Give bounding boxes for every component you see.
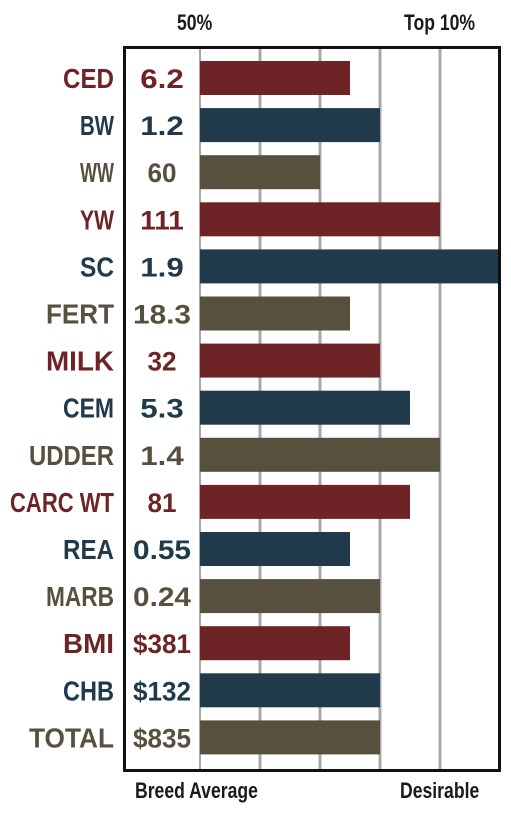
- value-label: 0.55: [133, 535, 191, 565]
- value-label: $132: [133, 676, 191, 706]
- value-label: 1.2: [140, 111, 184, 141]
- value-label: $835: [133, 723, 191, 753]
- trait-label: FERT: [46, 299, 114, 330]
- value-label: 32: [148, 347, 177, 377]
- bar-ww: [200, 155, 320, 190]
- trait-label: BW: [80, 110, 114, 141]
- trait-label: REA: [63, 534, 114, 565]
- trait-label: SC: [80, 251, 114, 282]
- footer-desirable: Desirable: [400, 778, 480, 803]
- bar-cem: [200, 390, 410, 425]
- chart-frame: [123, 46, 501, 772]
- bar-milk: [200, 343, 380, 378]
- header-50-percent: 50%: [177, 10, 213, 35]
- value-label: 111: [140, 205, 184, 235]
- value-label: 5.3: [140, 394, 184, 424]
- trait-labels: CED BW WW YW SC FERT MILK CEM UDDER CARC WT REA MAR…: [10, 63, 114, 753]
- trait-label: MARB: [46, 581, 114, 612]
- trait-label: WW: [80, 157, 114, 188]
- value-label: 18.3: [133, 300, 191, 330]
- bar-fert: [200, 296, 350, 331]
- value-label: 81: [148, 488, 177, 518]
- trait-label: YW: [80, 204, 114, 235]
- header-top-10-percent: Top 10%: [404, 10, 476, 35]
- bar-bw: [200, 108, 380, 143]
- trait-label: MILK: [46, 346, 114, 377]
- bars: [200, 61, 500, 755]
- bar-udder: [200, 437, 440, 472]
- bar-total: [200, 720, 380, 755]
- value-label: 0.24: [133, 582, 191, 612]
- bar-carc-wt: [200, 484, 410, 519]
- bar-rea: [200, 532, 350, 566]
- trait-label: CEM: [63, 393, 114, 424]
- trait-label: CED: [63, 63, 114, 94]
- trait-label: TOTAL: [29, 722, 114, 753]
- trait-label: CARC WT: [10, 487, 114, 518]
- value-label: 1.9: [140, 252, 184, 282]
- bar-bmi: [200, 626, 350, 661]
- value-label: 60: [148, 158, 177, 188]
- trait-label: CHB: [63, 675, 114, 706]
- footer-breed-average: Breed Average: [135, 778, 258, 803]
- trait-label: BMI: [63, 628, 114, 659]
- bar-sc: [200, 249, 500, 284]
- value-label: 6.2: [140, 64, 184, 94]
- value-labels: 6.2 1.2 60 111 1.9 18.3 32 5.3 1.4 81 0.55 0.24 $381…: [133, 64, 191, 753]
- trait-label: UDDER: [29, 440, 114, 471]
- value-label: $381: [133, 629, 191, 659]
- value-label: 1.4: [140, 441, 184, 471]
- bar-marb: [200, 579, 380, 614]
- bar-chb: [200, 673, 380, 708]
- bar-yw: [200, 202, 440, 237]
- bar-ced: [200, 61, 350, 95]
